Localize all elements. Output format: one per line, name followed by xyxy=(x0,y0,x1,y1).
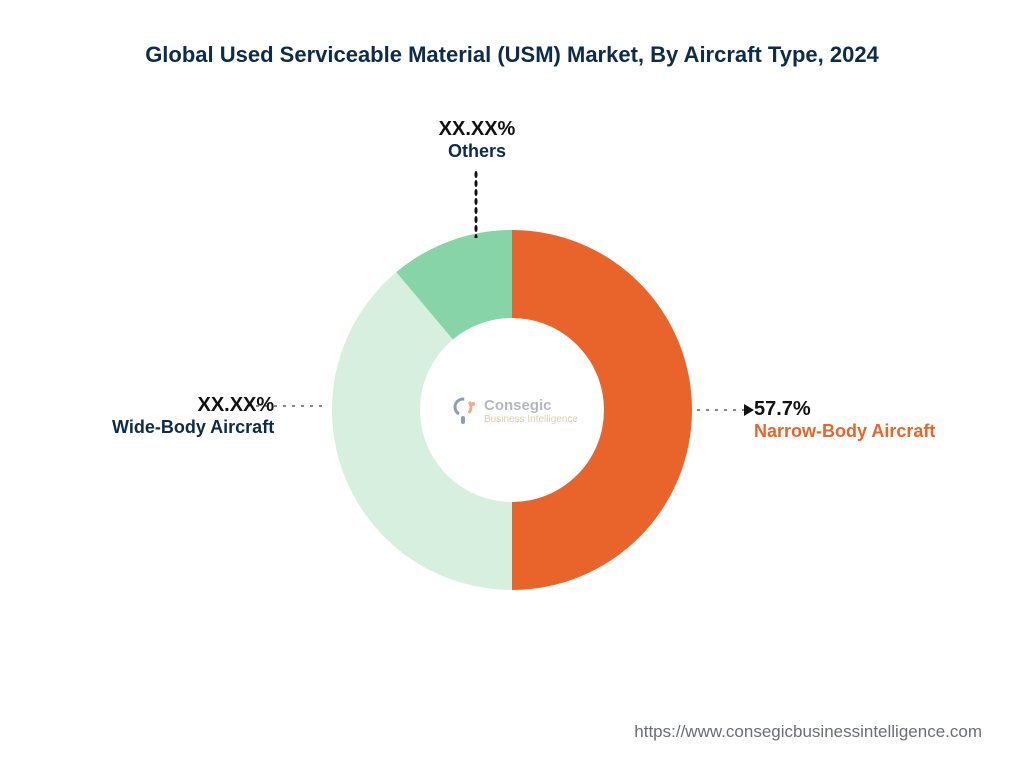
others-label: Others xyxy=(412,141,542,162)
logo-text: Consegic Business Intelligence xyxy=(484,397,578,425)
narrow-body-percent: 57.7% xyxy=(754,398,935,421)
footer-source-url: https://www.consegicbusinessintelligence… xyxy=(634,722,982,742)
arrow-right-icon xyxy=(744,404,754,416)
logo-brand-line1: Consegic xyxy=(484,397,578,414)
center-watermark-logo: Consegic Business Intelligence xyxy=(450,396,578,426)
others-percent: XX.XX% xyxy=(412,118,542,141)
chart-title: Global Used Serviceable Material (USM) M… xyxy=(0,42,1024,68)
leader-dots-right xyxy=(694,408,746,412)
callout-wide-body: XX.XX% Wide-Body Aircraft xyxy=(112,394,274,438)
logo-brand-line2: Business Intelligence xyxy=(484,414,578,425)
leader-dots-top xyxy=(474,170,478,238)
logo-mark-icon xyxy=(450,396,476,426)
callout-others: XX.XX% Others xyxy=(412,118,542,162)
narrow-body-label: Narrow-Body Aircraft xyxy=(754,421,935,442)
leader-dots-left xyxy=(244,404,322,408)
wide-body-label: Wide-Body Aircraft xyxy=(112,417,274,438)
callout-narrow-body: 57.7% Narrow-Body Aircraft xyxy=(754,398,935,442)
